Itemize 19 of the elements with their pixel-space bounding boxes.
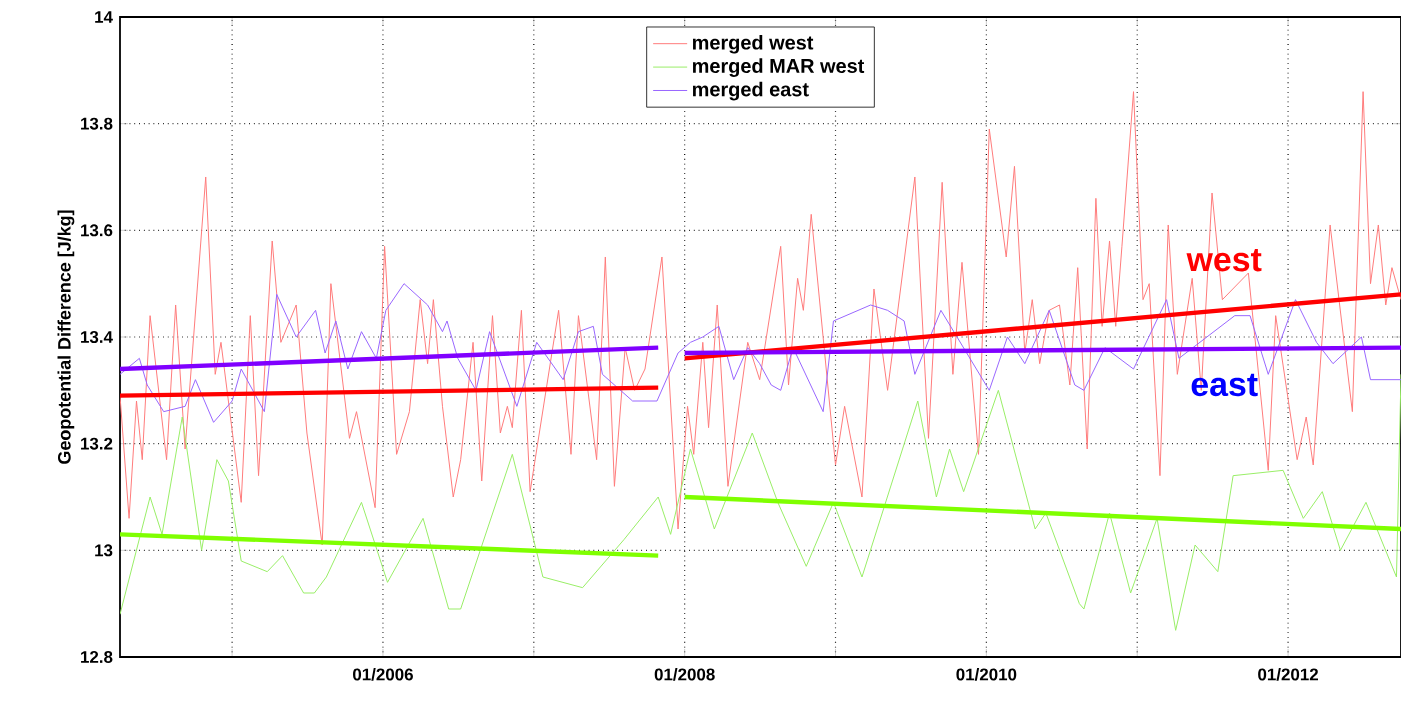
y-tick-label: 14: [95, 11, 113, 23]
legend-label: merged MAR west: [692, 58, 865, 78]
y-axis-title: Geopotential Difference [J/kg]: [57, 210, 75, 464]
legend-label: merged west: [692, 34, 814, 54]
y-tick-label: 13.4: [81, 331, 113, 343]
legend-label: merged east: [692, 81, 809, 101]
x-tick-label: 01/2008: [654, 668, 715, 681]
y-tick-label: 13.8: [81, 117, 113, 130]
x-tick-label: 01/2012: [1258, 668, 1318, 681]
y-tick-label: 13.6: [81, 224, 113, 237]
x-tick-label: 01/2006: [353, 668, 413, 681]
y-tick-label: 12.8: [81, 651, 113, 663]
annotation: east: [1191, 373, 1258, 397]
x-tick-label: 01/2010: [956, 668, 1017, 681]
annotation: west: [1186, 248, 1262, 272]
line-series: [120, 373, 1401, 631]
y-tick-label: 13: [95, 544, 113, 557]
line-series: [120, 283, 1401, 423]
y-tick-label: 13.2: [81, 437, 113, 450]
